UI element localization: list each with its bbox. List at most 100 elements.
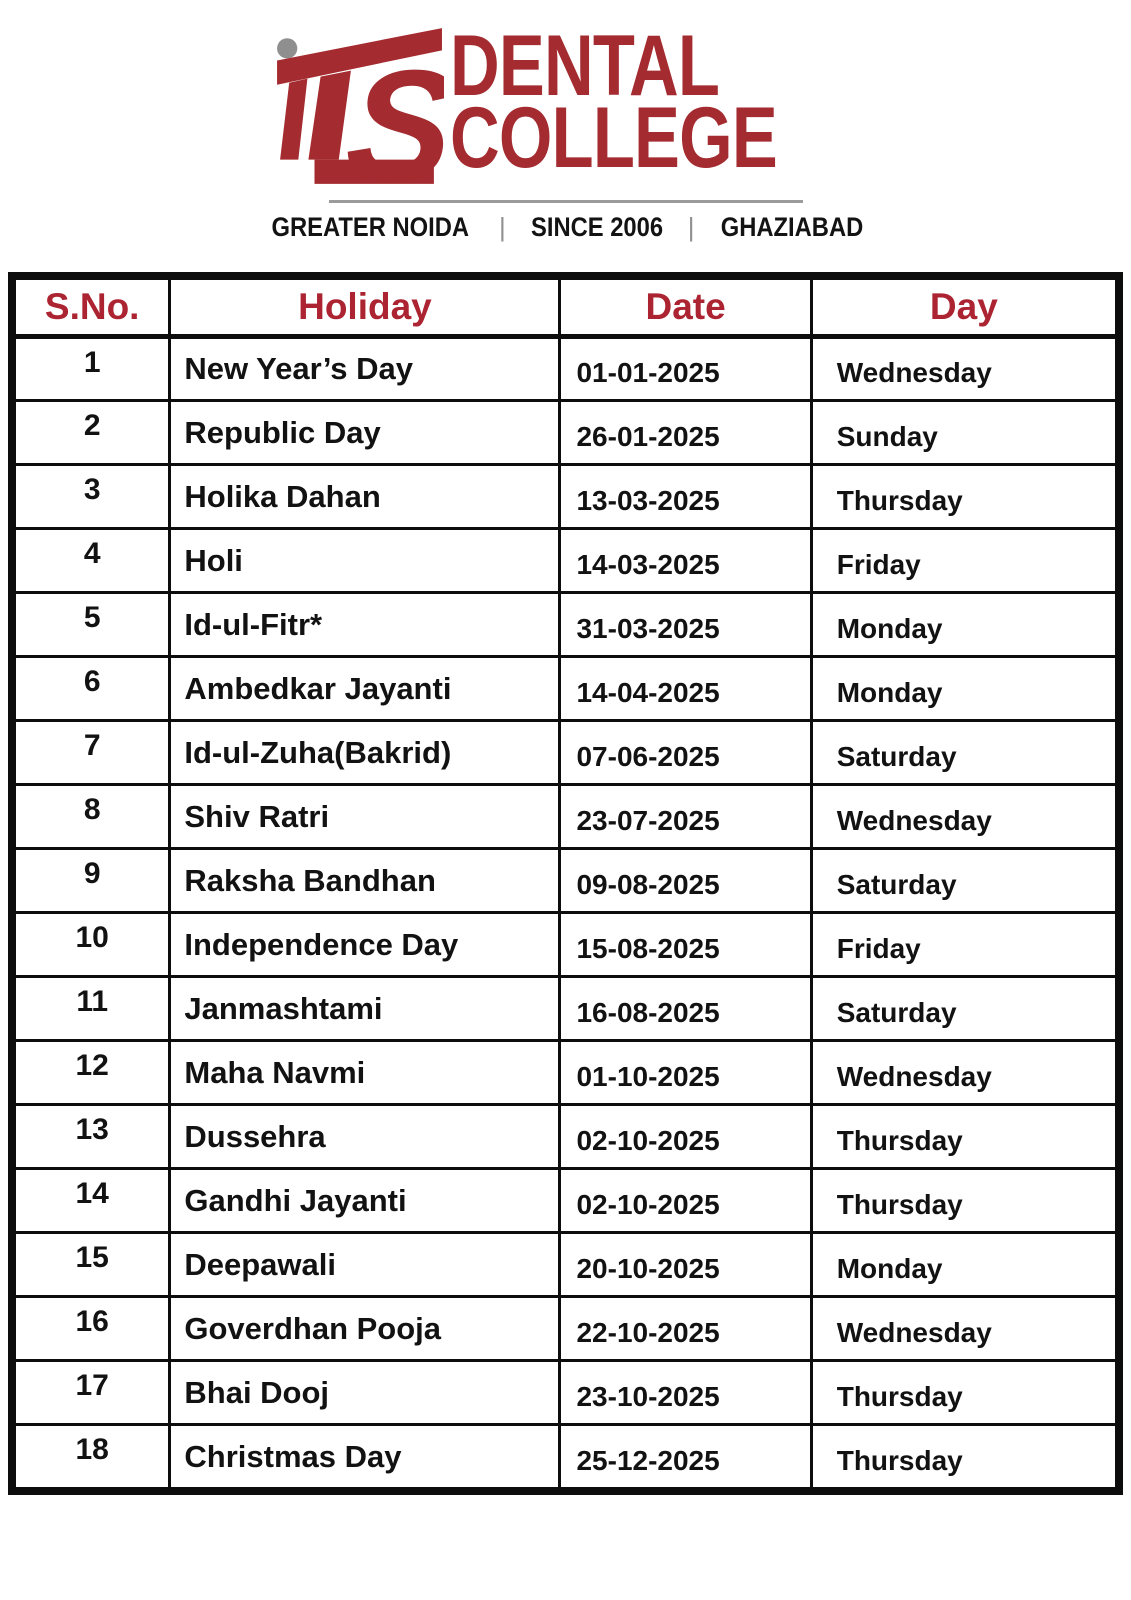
table-row: 12 Maha Navmi 01-10-2025 Wednesday — [12, 1039, 1119, 1106]
cell-holiday: Goverdhan Pooja — [168, 1295, 562, 1362]
table-row: 2 Republic Day 26-01-2025 Sunday — [12, 399, 1119, 466]
cell-sno: 3 — [12, 463, 172, 530]
its-s-letter: S — [339, 37, 444, 188]
logo-separator: | — [687, 212, 695, 242]
cell-sno: 4 — [12, 527, 172, 594]
cell-date: 02-10-2025 — [558, 1103, 813, 1170]
cell-holiday: Deepawali — [168, 1231, 562, 1298]
cell-holiday: Raksha Bandhan — [168, 847, 562, 914]
table-row: 1 New Year’s Day 01-01-2025 Wednesday — [12, 335, 1119, 402]
cell-date: 02-10-2025 — [558, 1167, 813, 1234]
cell-holiday: Gandhi Jayanti — [168, 1167, 562, 1234]
table-row: 13 Dussehra 02-10-2025 Thursday — [12, 1103, 1119, 1170]
its-i-dot-icon — [277, 38, 298, 59]
its-i-stem — [280, 78, 308, 160]
cell-sno: 17 — [12, 1359, 172, 1426]
cell-sno: 11 — [12, 975, 172, 1042]
its-top-bar — [277, 28, 443, 85]
table-row: 9 Raksha Bandhan 09-08-2025 Saturday — [12, 847, 1119, 914]
table-row: 15 Deepawali 20-10-2025 Monday — [12, 1231, 1119, 1298]
logo-location-left: GREATER NOIDA — [271, 212, 470, 242]
cell-day: Friday — [809, 911, 1119, 978]
table-row: 18 Christmas Day 25-12-2025 Thursday — [12, 1423, 1119, 1490]
table-row: 14 Gandhi Jayanti 02-10-2025 Thursday — [12, 1167, 1119, 1234]
cell-sno: 14 — [12, 1167, 172, 1234]
cell-day: Wednesday — [809, 335, 1119, 402]
its-t-stem — [308, 70, 352, 160]
cell-day: Friday — [809, 527, 1119, 594]
cell-holiday: Shiv Ratri — [168, 783, 562, 850]
cell-day: Wednesday — [809, 1295, 1119, 1362]
cell-sno: 5 — [12, 591, 172, 658]
cell-date: 14-04-2025 — [558, 655, 813, 722]
cell-sno: 8 — [12, 783, 172, 850]
cell-date: 31-03-2025 — [558, 591, 813, 658]
table-row: 6 Ambedkar Jayanti 14-04-2025 Monday — [12, 655, 1119, 722]
table-row: 7 Id-ul-Zuha(Bakrid) 07-06-2025 Saturday — [12, 719, 1119, 786]
cell-holiday: Holi — [168, 527, 562, 594]
cell-day: Monday — [809, 655, 1119, 722]
logo-location-right: GHAZIABAD — [720, 212, 863, 242]
cell-day: Thursday — [809, 1103, 1119, 1170]
cell-holiday: Republic Day — [168, 399, 562, 466]
cell-date: 25-12-2025 — [558, 1423, 813, 1490]
cell-date: 20-10-2025 — [558, 1231, 813, 1298]
cell-date: 01-01-2025 — [558, 335, 813, 402]
cell-day: Saturday — [809, 719, 1119, 786]
cell-holiday: New Year’s Day — [168, 335, 562, 402]
cell-date: 13-03-2025 — [558, 463, 813, 530]
logo-lockup: S DENTAL COLLEGE — [0, 23, 1131, 188]
logo-since: SINCE 2006 — [530, 212, 663, 242]
table-row: 4 Holi 14-03-2025 Friday — [12, 527, 1119, 594]
cell-holiday: Holika Dahan — [168, 463, 562, 530]
cell-date: 23-07-2025 — [558, 783, 813, 850]
holiday-table: S.No. Holiday Date Day 1 New Year’s Day … — [12, 277, 1119, 1490]
cell-sno: 6 — [12, 655, 172, 722]
col-header-day: Day — [809, 277, 1119, 339]
cell-day: Saturday — [809, 975, 1119, 1042]
cell-sno: 10 — [12, 911, 172, 978]
cell-date: 22-10-2025 — [558, 1295, 813, 1362]
cell-day: Thursday — [809, 1359, 1119, 1426]
cell-sno: 12 — [12, 1039, 172, 1106]
cell-day: Monday — [809, 591, 1119, 658]
its-logo-mark: S — [277, 28, 444, 188]
college-logo: S DENTAL COLLEGE GREATER NOIDA | SINCE 2… — [0, 0, 1131, 243]
cell-holiday: Dussehra — [168, 1103, 562, 1170]
table-row: 17 Bhai Dooj 23-10-2025 Thursday — [12, 1359, 1119, 1426]
cell-holiday: Bhai Dooj — [168, 1359, 562, 1426]
cell-date: 07-06-2025 — [558, 719, 813, 786]
cell-date: 26-01-2025 — [558, 399, 813, 466]
cell-holiday: Ambedkar Jayanti — [168, 655, 562, 722]
logo-separator: | — [498, 212, 506, 242]
cell-date: 23-10-2025 — [558, 1359, 813, 1426]
table-row: 8 Shiv Ratri 23-07-2025 Wednesday — [12, 783, 1119, 850]
logo-subtitle: GREATER NOIDA | SINCE 2006 | GHAZIABAD — [0, 212, 1131, 243]
cell-holiday: Id-ul-Zuha(Bakrid) — [168, 719, 562, 786]
col-header-date: Date — [558, 277, 813, 339]
cell-sno: 18 — [12, 1423, 172, 1490]
cell-date: 15-08-2025 — [558, 911, 813, 978]
cell-sno: 2 — [12, 399, 172, 466]
table-row: 10 Independence Day 15-08-2025 Friday — [12, 911, 1119, 978]
cell-sno: 7 — [12, 719, 172, 786]
logo-word-college: COLLEGE — [450, 90, 778, 187]
col-header-holiday: Holiday — [168, 277, 562, 339]
table-row: 16 Goverdhan Pooja 22-10-2025 Wednesday — [12, 1295, 1119, 1362]
cell-day: Thursday — [809, 1423, 1119, 1490]
cell-sno: 13 — [12, 1103, 172, 1170]
cell-day: Monday — [809, 1231, 1119, 1298]
cell-holiday: Independence Day — [168, 911, 562, 978]
cell-holiday: Id-ul-Fitr* — [168, 591, 562, 658]
header-row: S.No. Holiday Date Day — [12, 277, 1119, 339]
cell-date: 01-10-2025 — [558, 1039, 813, 1106]
col-header-sno: S.No. — [12, 277, 172, 339]
its-bottom-bar — [314, 159, 435, 184]
cell-day: Sunday — [809, 399, 1119, 466]
cell-day: Wednesday — [809, 1039, 1119, 1106]
cell-sno: 9 — [12, 847, 172, 914]
table-row: 5 Id-ul-Fitr* 31-03-2025 Monday — [12, 591, 1119, 658]
holiday-table-container: S.No. Holiday Date Day 1 New Year’s Day … — [8, 272, 1123, 1495]
cell-sno: 16 — [12, 1295, 172, 1362]
